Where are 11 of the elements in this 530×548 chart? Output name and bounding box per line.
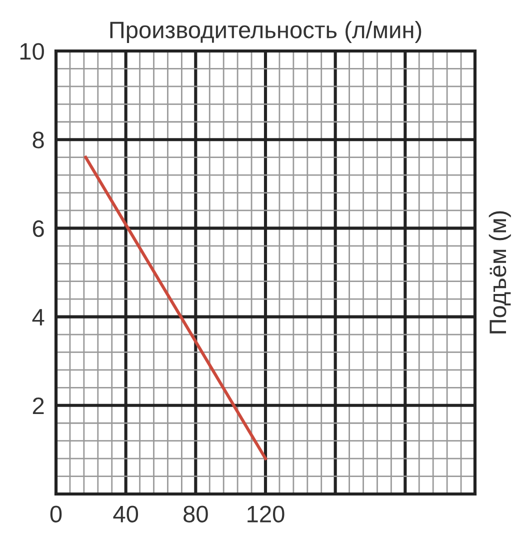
y-tick-label: 4 (32, 309, 44, 326)
y-tick-label: 10 (20, 43, 44, 60)
x-axis-title: Производительность (л/мин) (110, 20, 422, 44)
y-tick-label: 2 (32, 397, 44, 414)
x-tick-label: 40 (113, 506, 138, 522)
x-tick-label: 120 (248, 506, 284, 522)
y-tick-label: 8 (32, 132, 44, 148)
x-tick-label: 0 (50, 506, 62, 522)
y-axis-title: Подъём (м) (488, 211, 511, 334)
x-tick-label: 80 (184, 506, 208, 522)
y-tick-label: 6 (32, 220, 44, 237)
